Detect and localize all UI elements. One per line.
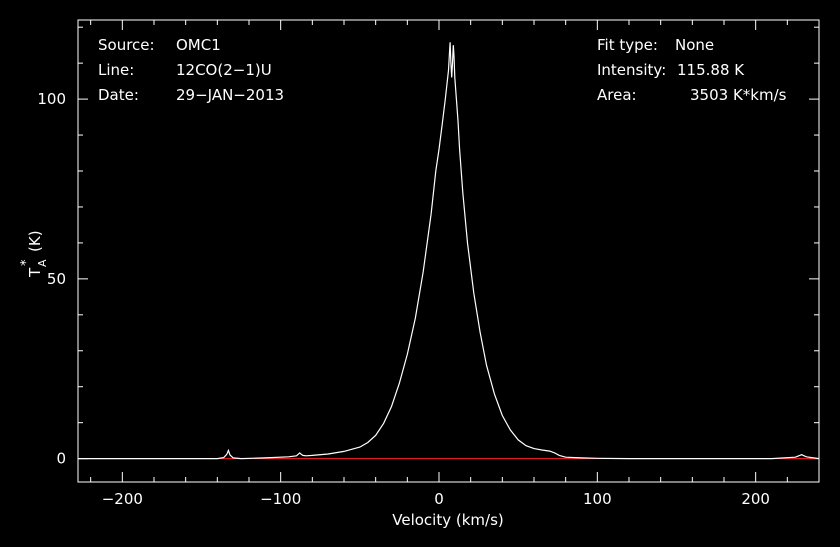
spectrum-line [78, 42, 820, 460]
axis-tick-labels: −200 −100 0 100 200 0 50 100 [37, 90, 770, 508]
x-tick-label: −200 [102, 490, 143, 508]
x-tick-label: −100 [260, 490, 301, 508]
info-intensity-value: 115.88 K [677, 61, 745, 79]
info-fit-type-value: None [675, 36, 714, 54]
x-tick-label: 200 [741, 490, 770, 508]
x-tick-label: 0 [434, 490, 444, 508]
x-axis-label: Velocity (km/s) [392, 511, 503, 529]
y-tick-label: 0 [56, 450, 66, 468]
axes-frame [77, 19, 820, 483]
y-axis-label-sup: * [19, 259, 34, 266]
info-right: Fit type: None Intensity: 115.88 K Area:… [597, 36, 787, 104]
info-source-label: Source: [98, 36, 155, 54]
axis-ticks [78, 20, 820, 482]
y-axis-label-symbol: T [26, 267, 44, 278]
info-source-value: OMC1 [176, 36, 221, 54]
info-area-label: Area: [597, 86, 637, 104]
info-left: Source: OMC1 Line: 12CO(2−1)U Date: 29−J… [98, 36, 284, 104]
info-area-value: 3503 K*km/s [690, 86, 787, 104]
y-axis-label-unit: (K) [26, 230, 44, 252]
y-axis-label-sub: A [36, 259, 49, 267]
info-intensity-label: Intensity: [597, 61, 666, 79]
info-date-value: 29−JAN−2013 [176, 86, 284, 104]
y-tick-label: 100 [37, 90, 66, 108]
info-line-value: 12CO(2−1)U [176, 61, 272, 79]
y-axis-label: T * A (K) [19, 230, 49, 278]
info-date-label: Date: [98, 86, 139, 104]
x-tick-label: 100 [583, 490, 612, 508]
info-fit-type-label: Fit type: [597, 36, 658, 54]
info-line-label: Line: [98, 61, 134, 79]
y-tick-label: 50 [47, 270, 66, 288]
